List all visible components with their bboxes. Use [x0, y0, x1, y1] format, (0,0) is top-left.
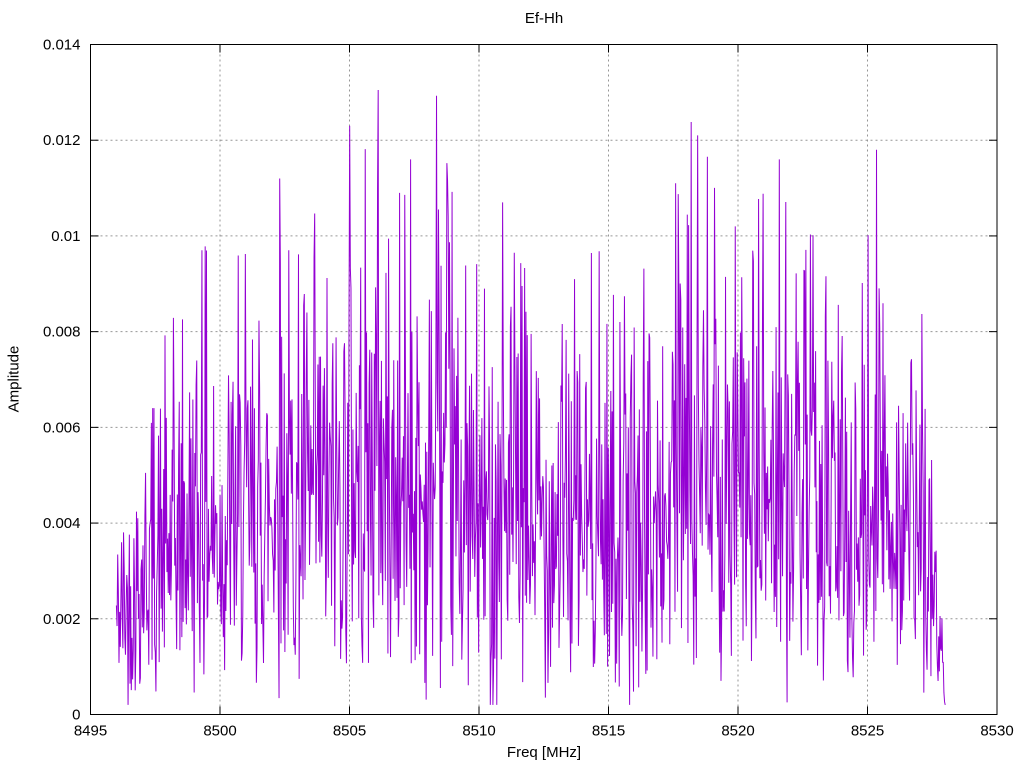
y-axis-label: Amplitude: [5, 345, 23, 413]
x-axis-label: Freq [MHz]: [506, 744, 582, 761]
signal-trace: [115, 89, 946, 706]
x-tick-label: 8520: [721, 723, 754, 740]
x-tick-label: 8500: [203, 723, 236, 740]
chart-title: Ef-Hh: [524, 10, 564, 27]
x-tick-label: 8530: [980, 723, 1013, 740]
axes: [90, 44, 998, 715]
x-tick-label: 8515: [592, 723, 625, 740]
tick-labels: 8495 8500 8505 8510 8515 8520 8525 8530 0 0.002 0.…: [43, 37, 1014, 740]
y-tick-label: 0.01: [51, 228, 80, 245]
y-tick-label: 0: [72, 707, 80, 724]
x-tick-label: 8495: [74, 723, 107, 740]
y-tick-label: 0.012: [43, 132, 81, 149]
plot-border: [90, 44, 998, 715]
y-tick-label: 0.008: [43, 324, 81, 341]
x-tick-label: 8505: [333, 723, 366, 740]
grid-lines: [90, 44, 998, 715]
y-tick-label: 0.004: [43, 515, 81, 532]
y-tick-label: 0.002: [43, 611, 81, 628]
y-tick-label: 0.006: [43, 419, 81, 436]
y-tick-label: 0.014: [43, 37, 81, 54]
x-tick-label: 8510: [462, 723, 495, 740]
x-tick-label: 8525: [851, 723, 884, 740]
